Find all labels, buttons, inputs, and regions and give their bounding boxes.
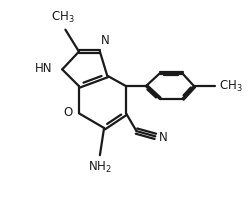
- Text: N: N: [159, 131, 168, 144]
- Text: O: O: [64, 106, 73, 119]
- Text: CH$_3$: CH$_3$: [52, 10, 75, 25]
- Text: NH$_2$: NH$_2$: [88, 160, 112, 175]
- Text: N: N: [101, 34, 110, 47]
- Text: HN: HN: [35, 62, 53, 75]
- Text: CH$_3$: CH$_3$: [219, 79, 242, 94]
